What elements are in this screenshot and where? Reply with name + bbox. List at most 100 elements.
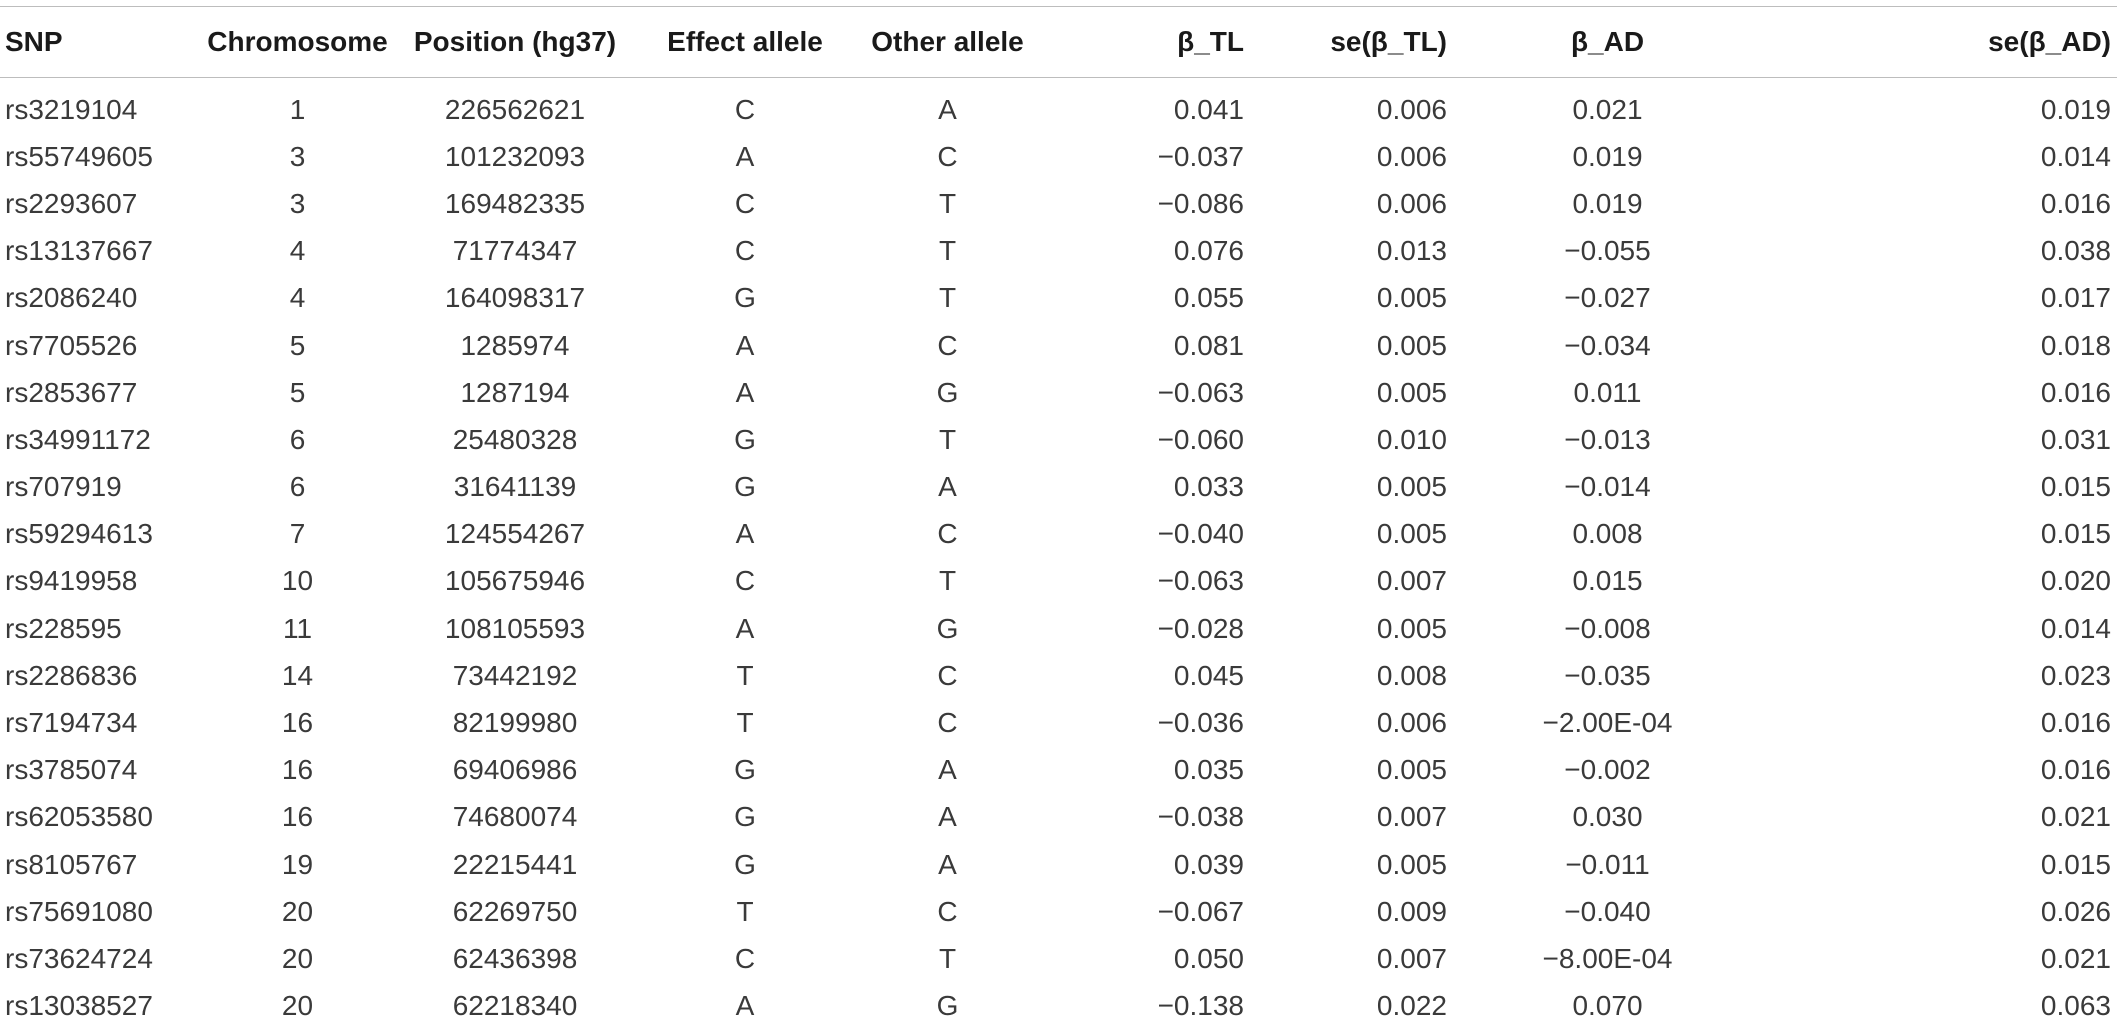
cell-se-beta-tl: 0.007 (1376, 942, 1447, 974)
header-beta-ad: β_AD (1570, 26, 1645, 57)
cell-beta-tl: 0.033 (1173, 471, 1244, 503)
cell-se-beta-tl: 0.005 (1376, 329, 1447, 361)
cell-beta-ad: −0.002 (1564, 754, 1651, 786)
snp-table-container: SNP Chromosome Position (hg37) Effect al… (0, 6, 2117, 1034)
cell-se-beta-tl: 0.006 (1376, 707, 1447, 739)
cell-other-allele: C (937, 329, 958, 361)
cell-beta-ad: −2.00E-04 (1542, 707, 1673, 739)
cell-snp: rs13038527 (5, 990, 153, 1022)
cell-se-beta-tl: 0.005 (1376, 282, 1447, 314)
cell-se-beta-tl: 0.006 (1376, 93, 1447, 125)
header-position: Position (hg37) (413, 26, 617, 57)
cell-snp: rs9419958 (5, 565, 138, 597)
cell-se-beta-tl: 0.005 (1376, 612, 1447, 644)
cell-se-beta-tl: 0.022 (1376, 990, 1447, 1022)
cell-chromosome: 10 (281, 565, 314, 597)
cell-beta-ad: −0.013 (1564, 423, 1651, 455)
cell-position: 62269750 (452, 895, 578, 927)
cell-se-beta-tl: 0.005 (1376, 848, 1447, 880)
cell-other-allele: A (938, 848, 957, 880)
cell-beta-ad: 0.030 (1572, 801, 1643, 833)
cell-snp: rs3219104 (5, 93, 138, 125)
cell-effect-allele: G (734, 423, 756, 455)
cell-position: 105675946 (444, 565, 586, 597)
cell-beta-ad: −0.055 (1564, 235, 1651, 267)
cell-effect-allele: C (734, 565, 756, 597)
cell-other-allele: C (937, 895, 958, 927)
table-row: rs34991172 6 25480328 G T −0.060 0.010 −0.013 0.… (0, 416, 2117, 463)
cell-other-allele: T (938, 565, 957, 597)
cell-chromosome: 4 (289, 235, 306, 267)
cell-other-allele: T (938, 282, 957, 314)
table-row: rs3219104 1 226562621 C A 0.041 0.006 0.021 0.01… (0, 78, 2117, 134)
cell-snp: rs7194734 (5, 707, 138, 739)
cell-other-allele: C (937, 518, 958, 550)
cell-chromosome: 4 (289, 282, 306, 314)
cell-chromosome: 16 (281, 754, 314, 786)
cell-chromosome: 6 (289, 471, 306, 503)
cell-position: 74680074 (452, 801, 578, 833)
cell-beta-tl: −0.037 (1157, 140, 1244, 172)
cell-position: 101232093 (444, 140, 586, 172)
cell-beta-tl: 0.081 (1173, 329, 1244, 361)
table-header: SNP Chromosome Position (hg37) Effect al… (0, 6, 2117, 78)
cell-se-beta-ad: 0.063 (2040, 990, 2111, 1022)
cell-beta-ad: −8.00E-04 (1542, 942, 1673, 974)
cell-position: 69406986 (452, 754, 578, 786)
cell-position: 62436398 (452, 942, 578, 974)
cell-beta-tl: −0.060 (1157, 423, 1244, 455)
cell-beta-ad: 0.019 (1572, 187, 1643, 219)
cell-other-allele: G (936, 990, 959, 1022)
table-row: rs75691080 20 62269750 T C −0.067 0.009 −0.040 0… (0, 888, 2117, 935)
cell-se-beta-ad: 0.014 (2040, 612, 2111, 644)
cell-se-beta-tl: 0.008 (1376, 659, 1447, 691)
cell-snp: rs2853677 (5, 376, 138, 408)
table-row: rs62053580 16 74680074 G A −0.038 0.007 0.030 0.… (0, 794, 2117, 841)
cell-snp: rs3785074 (5, 754, 138, 786)
cell-other-allele: A (938, 93, 957, 125)
cell-other-allele: G (936, 376, 959, 408)
cell-effect-allele: T (736, 659, 754, 691)
header-row: SNP Chromosome Position (hg37) Effect al… (0, 6, 2117, 78)
cell-beta-ad: −0.040 (1564, 895, 1651, 927)
cell-position: 73442192 (452, 659, 578, 691)
cell-position: 22215441 (452, 848, 578, 880)
cell-se-beta-tl: 0.005 (1376, 376, 1447, 408)
table-row: rs73624724 20 62436398 C T 0.050 0.007 −8.00E-0… (0, 935, 2117, 982)
cell-chromosome: 5 (289, 329, 306, 361)
cell-effect-allele: A (735, 140, 755, 172)
cell-position: 164098317 (444, 282, 586, 314)
table-row: rs2293607 3 169482335 C T −0.086 0.006 0.019 0.0… (0, 180, 2117, 227)
table-row: rs9419958 10 105675946 C T −0.063 0.007 0.015 0.… (0, 558, 2117, 605)
cell-beta-tl: 0.055 (1173, 282, 1244, 314)
cell-beta-ad: −0.027 (1564, 282, 1651, 314)
cell-beta-tl: −0.038 (1157, 801, 1244, 833)
table-row: rs13038527 20 62218340 A G −0.138 0.022 0.070 0.… (0, 983, 2117, 1030)
cell-beta-tl: −0.086 (1157, 187, 1244, 219)
cell-effect-allele: G (734, 754, 756, 786)
header-beta-tl: β_TL (1177, 26, 1244, 57)
cell-effect-allele: G (734, 471, 756, 503)
cell-beta-ad: −0.008 (1564, 612, 1651, 644)
table-row: rs13137667 4 71774347 C T 0.076 0.013 −0.055 0.0… (0, 228, 2117, 275)
cell-se-beta-tl: 0.005 (1376, 471, 1447, 503)
cell-chromosome: 5 (289, 376, 306, 408)
cell-se-beta-tl: 0.007 (1376, 565, 1447, 597)
table-row: rs2853677 5 1287194 A G −0.063 0.005 0.011 0.016 (0, 369, 2117, 416)
cell-chromosome: 11 (282, 612, 313, 644)
cell-se-beta-ad: 0.031 (2040, 423, 2111, 455)
cell-effect-allele: T (736, 895, 754, 927)
cell-position: 82199980 (452, 707, 578, 739)
cell-beta-tl: 0.076 (1173, 235, 1244, 267)
cell-snp: rs8105767 (5, 848, 138, 880)
cell-position: 1287194 (460, 376, 570, 408)
cell-se-beta-ad: 0.015 (2040, 518, 2111, 550)
cell-effect-allele: A (735, 376, 755, 408)
cell-beta-ad: 0.008 (1572, 518, 1643, 550)
cell-effect-allele: C (734, 187, 756, 219)
cell-se-beta-ad: 0.026 (2040, 895, 2111, 927)
cell-beta-tl: −0.040 (1157, 518, 1244, 550)
cell-beta-tl: 0.041 (1173, 93, 1244, 125)
cell-chromosome: 14 (281, 659, 314, 691)
cell-beta-ad: −0.035 (1564, 659, 1651, 691)
